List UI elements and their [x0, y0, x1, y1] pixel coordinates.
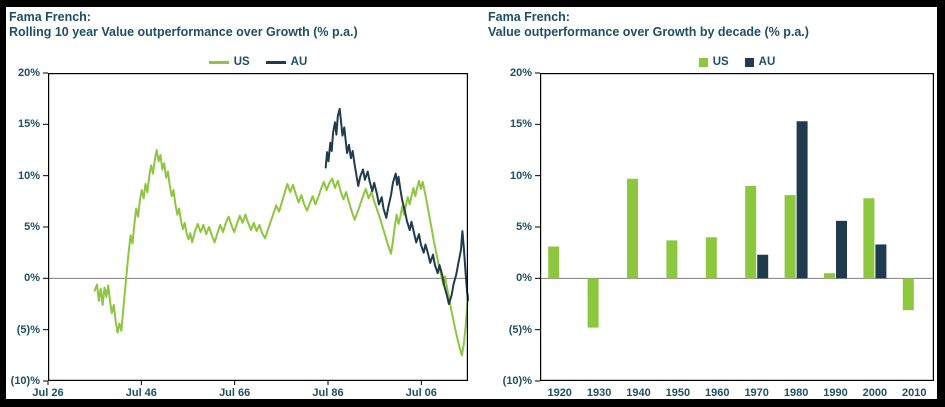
- y-axis-tick-label: 0%: [24, 272, 40, 285]
- au-series-swatch: [744, 57, 754, 67]
- right-chart-y-axis-labels: 20% 15% 10% 5% 0% (5)% (10)%: [487, 67, 534, 387]
- x-axis-tick-label: 1990: [823, 387, 848, 399]
- legend-label-au: AU: [290, 56, 308, 68]
- au-bars: [757, 121, 887, 279]
- y-axis-tick-label: 15%: [509, 118, 532, 131]
- x-axis-tick-label: Jul 46: [125, 387, 157, 399]
- right-chart-title-line1: Fama French:: [488, 10, 570, 24]
- x-axis-tick-label: 1930: [586, 387, 612, 399]
- x-axis-tick-label: Jul 66: [219, 387, 251, 399]
- legend-label-au: AU: [758, 56, 776, 68]
- us-bar-2010: [902, 278, 914, 311]
- us-bar-2000: [863, 198, 875, 279]
- y-axis-tick-label: 20%: [509, 67, 532, 79]
- us-bar-1950: [666, 240, 678, 279]
- legend-item-us: US: [698, 56, 729, 68]
- rolling-outperformance-chart-panel: Fama French: Rolling 10 year Value outpe…: [8, 7, 474, 399]
- us-series-line: [93, 149, 469, 357]
- y-axis-tick-label: (10)%: [10, 375, 40, 387]
- decade-outperformance-chart-panel: Fama French: Value outperformance over G…: [487, 7, 937, 399]
- y-axis-tick-label: 5%: [24, 221, 40, 233]
- y-axis-tick-label: 20%: [17, 67, 40, 79]
- au-bar-1990: [836, 220, 847, 279]
- x-axis-tick-label: Jul 26: [32, 387, 64, 399]
- x-axis-tick-label: 2010: [902, 387, 927, 399]
- us-bar-1960: [705, 237, 717, 279]
- legend-item-au: AU: [744, 56, 776, 68]
- right-chart-title-line2: Value outperformance over Growth by deca…: [488, 25, 809, 39]
- us-bar-1940: [627, 178, 638, 279]
- legend-label-us: US: [233, 56, 250, 68]
- rolling-line-chart-plot: [43, 72, 469, 385]
- x-axis-tick-label: Jul 06: [405, 387, 437, 399]
- au-bar-1970: [757, 254, 769, 279]
- x-axis-tick-label: 1950: [665, 387, 691, 399]
- legend-item-au: AU: [265, 56, 308, 68]
- left-chart-y-axis-labels: 20% 15% 10% 5% 0% (5)% (10)%: [8, 67, 42, 387]
- au-series-swatch: [265, 60, 286, 64]
- au-bar-1980: [796, 121, 808, 279]
- y-axis-tick-label: 5%: [516, 221, 532, 233]
- x-axis-tick-label: 1970: [744, 387, 769, 399]
- us-bar-1990: [824, 273, 835, 279]
- y-axis-tick-label: 10%: [17, 169, 40, 182]
- plot-border: [48, 73, 468, 381]
- left-chart-title-line2: Rolling 10 year Value outperformance ove…: [9, 25, 358, 39]
- us-bars: [548, 178, 914, 328]
- right-chart-x-axis-labels: 1920 1930 1940 1950 1960 1970 1980 1990 2000 2010: [540, 387, 934, 401]
- plot-border: [540, 73, 934, 381]
- y-axis-tick-label: (5)%: [508, 323, 532, 336]
- x-axis-tick-label: 1940: [626, 387, 651, 399]
- right-chart-legend: US AU: [540, 54, 934, 70]
- left-chart-title-line1: Fama French:: [9, 10, 91, 24]
- y-axis-tick-label: (10)%: [502, 375, 532, 387]
- left-chart-title: Fama French: Rolling 10 year Value outpe…: [9, 10, 358, 40]
- y-axis-tick-label: 0%: [516, 272, 532, 285]
- au-series-line: [324, 107, 469, 305]
- us-series-swatch: [208, 60, 229, 64]
- us-bar-1970: [745, 185, 757, 279]
- x-axis-tick-label: Jul 86: [312, 387, 344, 399]
- x-axis-tick-label: 1960: [705, 387, 730, 399]
- y-axis-tick-label: 15%: [17, 118, 40, 131]
- legend-label-us: US: [712, 56, 729, 68]
- x-axis-tick-label: 1980: [783, 387, 809, 399]
- legend-item-us: US: [208, 56, 250, 68]
- y-axis-tick-label: 10%: [509, 169, 532, 182]
- us-bar-1920: [548, 246, 560, 279]
- us-series-swatch: [698, 57, 708, 67]
- x-axis-tick-label: 1920: [547, 387, 572, 399]
- y-axis-tick-label: (5)%: [16, 323, 40, 336]
- au-bar-2000: [875, 244, 887, 279]
- slide-background: Fama French: Rolling 10 year Value outpe…: [6, 7, 937, 399]
- us-bar-1930: [587, 278, 599, 328]
- x-axis-tick-label: 2000: [862, 387, 888, 399]
- right-chart-title: Fama French: Value outperformance over G…: [488, 10, 809, 40]
- left-chart-x-axis-labels: Jul 26 Jul 46 Jul 66 Jul 86 Jul 06: [32, 387, 468, 401]
- us-bar-1980: [784, 195, 796, 279]
- decade-bar-chart-plot: [535, 72, 934, 382]
- left-chart-legend: US AU: [48, 54, 468, 70]
